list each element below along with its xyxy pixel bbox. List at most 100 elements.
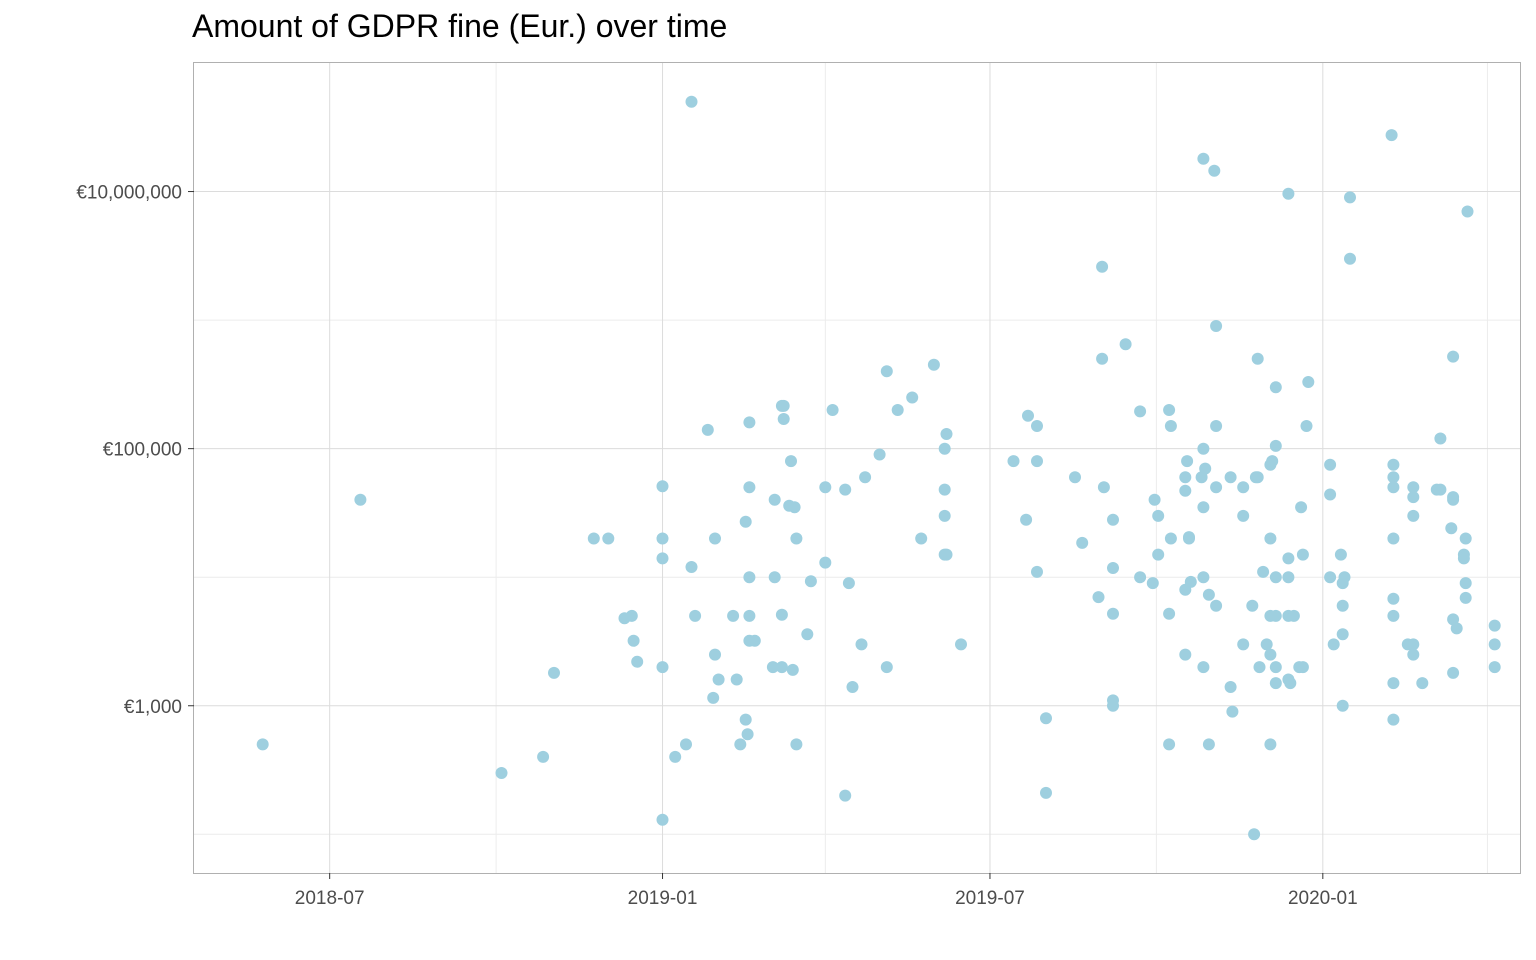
data-point <box>1260 638 1273 651</box>
data-point <box>768 571 781 584</box>
data-point <box>1163 404 1176 416</box>
data-point <box>537 750 550 763</box>
data-point <box>1407 648 1420 661</box>
data-point <box>1107 513 1119 526</box>
data-point <box>1237 481 1250 494</box>
data-point <box>768 493 781 506</box>
data-point <box>587 532 600 545</box>
data-point <box>1208 164 1221 177</box>
data-point <box>1237 509 1250 522</box>
data-point <box>1327 638 1340 651</box>
data-point <box>1407 638 1420 651</box>
data-point <box>741 728 754 741</box>
data-point <box>1387 458 1400 471</box>
data-point <box>1022 409 1034 422</box>
data-point <box>1296 548 1309 561</box>
data-point <box>602 532 615 545</box>
data-point <box>775 661 788 674</box>
data-point <box>1338 571 1351 584</box>
data-point <box>855 638 868 651</box>
data-point <box>777 399 790 412</box>
data-point <box>1237 638 1250 651</box>
panel-border <box>193 62 1521 874</box>
data-point <box>839 789 852 802</box>
data-point <box>1096 352 1109 365</box>
data-point <box>940 548 953 561</box>
data-point <box>734 738 747 751</box>
data-point <box>1461 205 1474 218</box>
data-point <box>1459 577 1472 590</box>
data-point <box>1266 455 1279 468</box>
data-point <box>1040 786 1052 799</box>
data-point <box>1302 376 1315 388</box>
data-point <box>1197 152 1210 165</box>
data-point <box>1445 522 1458 535</box>
data-point <box>689 609 702 622</box>
data-point <box>1282 571 1295 584</box>
data-point <box>1197 442 1210 455</box>
data-point <box>727 609 740 622</box>
data-point <box>1488 638 1501 651</box>
data-point <box>1434 432 1447 445</box>
data-point <box>766 661 779 674</box>
data-point <box>1269 571 1282 584</box>
data-point <box>938 442 951 455</box>
data-point <box>927 358 940 371</box>
data-point <box>656 661 669 674</box>
x-tick-label: 2018-07 <box>295 888 365 909</box>
data-point <box>1163 607 1176 620</box>
data-point <box>739 713 752 726</box>
data-point <box>701 423 714 436</box>
data-point <box>1148 493 1161 506</box>
data-point <box>1300 420 1313 432</box>
data-point <box>743 416 756 429</box>
data-point <box>1202 738 1215 751</box>
data-point <box>1040 712 1052 725</box>
data-point <box>1202 588 1215 601</box>
data-point <box>1163 738 1176 751</box>
y-tick-label: €10,000,000 <box>76 183 182 204</box>
data-point <box>859 471 872 484</box>
data-point <box>1488 661 1501 674</box>
data-point <box>1152 548 1165 561</box>
data-point <box>1296 661 1309 674</box>
data-point <box>880 661 893 674</box>
data-point <box>1336 699 1349 712</box>
data-point <box>1447 666 1460 679</box>
data-point <box>354 493 367 506</box>
data-point <box>1069 471 1081 484</box>
data-point <box>880 365 893 378</box>
data-point <box>1183 531 1195 544</box>
data-point <box>743 481 756 494</box>
data-point <box>1197 571 1210 584</box>
data-point <box>1197 661 1210 674</box>
data-point <box>631 655 644 668</box>
data-point <box>680 738 692 751</box>
data-point <box>1447 613 1460 626</box>
data-point <box>846 681 859 693</box>
y-tick-label: €100,000 <box>103 440 182 461</box>
data-point <box>1184 575 1197 588</box>
data-point <box>1210 320 1223 332</box>
data-point <box>1179 484 1192 497</box>
data-point <box>1134 571 1147 584</box>
major-gridlines <box>194 63 1520 873</box>
data-point <box>1295 501 1308 514</box>
data-point <box>1387 471 1400 484</box>
data-point <box>1251 471 1264 484</box>
data-point <box>1407 509 1420 522</box>
data-point <box>906 391 919 404</box>
data-point <box>1199 462 1212 475</box>
data-point <box>938 509 951 522</box>
data-point <box>1269 439 1282 452</box>
data-point <box>1264 648 1277 661</box>
data-point <box>1287 609 1300 622</box>
data-point <box>1324 488 1337 501</box>
data-point <box>1324 458 1337 471</box>
data-point <box>709 648 721 661</box>
data-point <box>1385 129 1398 142</box>
data-point <box>873 448 886 461</box>
data-point <box>656 480 669 493</box>
